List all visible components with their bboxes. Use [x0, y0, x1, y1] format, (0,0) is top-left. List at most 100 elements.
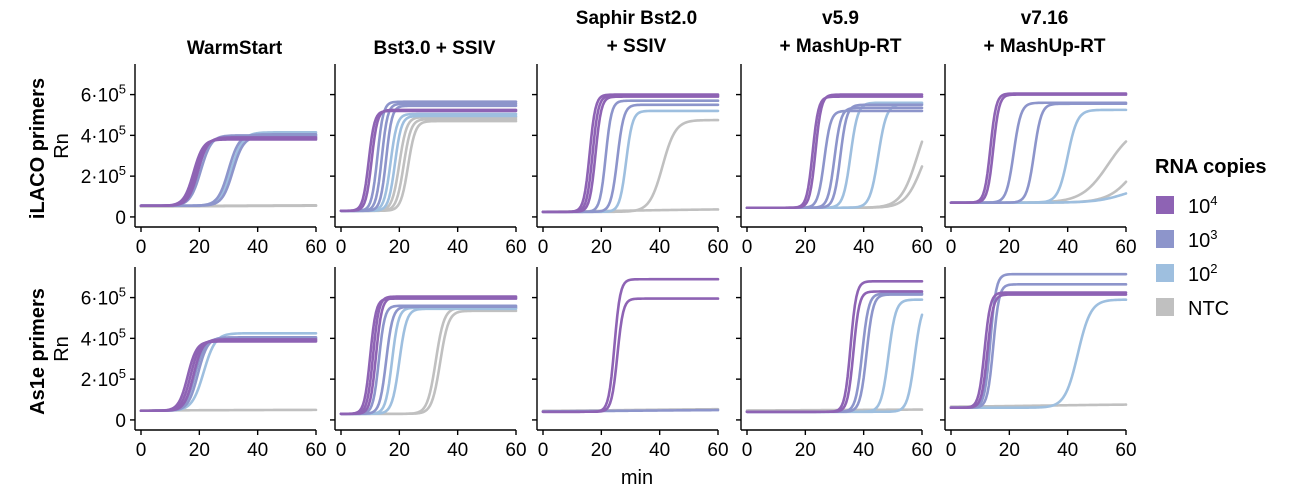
x-tick-label: 60 — [911, 440, 932, 461]
x-tick-label: 20 — [189, 237, 210, 258]
column-title-1-line-0: Bst3.0 + SSIV — [374, 38, 496, 59]
x-tick-label: 20 — [591, 440, 612, 461]
series-line-NTC-6 — [949, 140, 1128, 204]
y-tick-label-base: 4·10 — [81, 329, 119, 350]
y-tick-label-base: 2·10 — [81, 370, 119, 391]
x-tick-label: 40 — [649, 237, 670, 258]
x-tick-label: 0 — [742, 237, 753, 258]
x-tick-label: 0 — [742, 440, 753, 461]
x-tick-label: 0 — [336, 440, 347, 461]
series-line-1e2-5 — [139, 331, 318, 413]
y-tick-label-exp: 5 — [119, 366, 126, 381]
legend-label-NTC-base: NTC — [1188, 298, 1229, 320]
y-tick-label: 4·105 — [81, 122, 126, 147]
series-line-1e4-1 — [139, 339, 318, 413]
series-line-1e4-1 — [745, 93, 924, 210]
legend-label-1e2-exp: 2 — [1210, 261, 1217, 276]
series-line-1e3-3 — [139, 337, 318, 413]
series-line-1e3-4 — [139, 133, 318, 208]
y-tick-label-exp: 5 — [119, 325, 126, 340]
series-line-1e4-1 — [949, 93, 1128, 204]
legend-label-1e3: 103 — [1188, 227, 1217, 252]
y-tick-label: 0 — [115, 411, 126, 432]
x-tick-label: 60 — [1115, 237, 1136, 258]
x-tick-label: 60 — [505, 237, 526, 258]
x-tick-label: 40 — [447, 440, 468, 461]
series-line-1e4-2 — [139, 136, 318, 208]
x-tick-label: 0 — [136, 237, 147, 258]
panel-r0-c4: 0 20 40 60 — [940, 64, 1137, 258]
panel-r1-c4: 0 20 40 60 — [940, 267, 1137, 461]
legend-label-1e3-exp: 3 — [1210, 227, 1217, 242]
series-line-1e4-1 — [745, 290, 924, 414]
column-title-0-line-0: WarmStart — [187, 38, 283, 59]
x-tick-label: 0 — [946, 440, 957, 461]
column-title-4-line-1: + MashUp-RT — [984, 36, 1106, 57]
x-tick-label: 60 — [305, 237, 326, 258]
series-line-1e3-2 — [949, 101, 1128, 204]
x-tick-label: 40 — [853, 237, 874, 258]
panel-r1-c3: 0 20 40 60 — [736, 267, 933, 461]
x-tick-label: 40 — [247, 237, 268, 258]
x-tick-label: 20 — [591, 237, 612, 258]
y-tick-label: 4·105 — [81, 325, 126, 350]
series-line-1e4-1 — [541, 94, 720, 214]
y-tick-label-base: 2·10 — [81, 167, 119, 188]
x-tick-label: 0 — [538, 440, 549, 461]
series-line-1e4-2 — [339, 296, 518, 416]
y-tick-label-base: 0 — [115, 208, 126, 229]
y-axis-label-1: Rn — [51, 336, 73, 362]
x-tick-label: 60 — [707, 237, 728, 258]
series-line-1e2-4 — [949, 298, 1128, 409]
legend-swatch-1e4 — [1156, 196, 1174, 214]
x-tick-label: 40 — [447, 237, 468, 258]
series-line-1e4-0 — [139, 340, 318, 413]
y-tick-label: 2·105 — [81, 163, 126, 188]
y-axis-label-0: Rn — [51, 133, 73, 159]
series-line-1e3-3 — [949, 283, 1128, 409]
series-line-1e3-4 — [139, 336, 318, 413]
legend-label-1e3-base: 10 — [1188, 230, 1210, 252]
series-line-1e4-2 — [541, 95, 720, 214]
row-label-1: As1e primers — [27, 288, 49, 415]
legend-swatch-1e3 — [1156, 230, 1174, 248]
panel-r1-c2: 0 20 40 60 — [532, 267, 729, 461]
column-title-3-line-1: + MashUp-RT — [780, 36, 902, 57]
x-tick-label: 40 — [1057, 237, 1078, 258]
series-line-1e4-0 — [745, 279, 924, 414]
legend-swatch-1e2 — [1156, 264, 1174, 282]
legend-label-1e4: 104 — [1188, 193, 1217, 218]
x-tick-label: 20 — [999, 237, 1020, 258]
y-tick-label-exp: 5 — [119, 163, 126, 178]
x-tick-label: 40 — [853, 440, 874, 461]
legend-label-NTC: NTC — [1188, 298, 1229, 320]
x-axis-label: min — [621, 467, 653, 489]
x-tick-label: 60 — [911, 237, 932, 258]
column-title-2-line-0: Saphir Bst2.0 — [576, 8, 697, 29]
series-line-1e4-1 — [339, 108, 518, 213]
series-line-1e2-5 — [745, 313, 924, 414]
y-tick-label: 6·105 — [81, 285, 126, 310]
legend-label-1e4-base: 10 — [1188, 196, 1210, 218]
x-tick-label: 60 — [505, 440, 526, 461]
x-tick-label: 0 — [336, 237, 347, 258]
legend-title: RNA copies — [1155, 156, 1267, 178]
x-tick-label: 40 — [1057, 440, 1078, 461]
column-title-4-line-0: v7.16 — [1021, 8, 1069, 29]
x-tick-label: 0 — [136, 440, 147, 461]
series-line-1e3-4 — [339, 104, 518, 213]
x-tick-label: 40 — [247, 440, 268, 461]
y-tick-label-exp: 5 — [119, 122, 126, 137]
series-line-1e3-2 — [339, 100, 518, 213]
series-line-1e4-2 — [139, 338, 318, 413]
series-line-1e4-0 — [949, 291, 1128, 409]
x-tick-label: 60 — [1115, 440, 1136, 461]
legend-label-1e2-base: 10 — [1188, 264, 1210, 286]
x-tick-label: 40 — [649, 440, 670, 461]
row-label-0: iLACO primers — [27, 78, 49, 219]
y-tick-label-exp: 5 — [119, 285, 126, 300]
series-line-1e3-3 — [541, 99, 720, 214]
